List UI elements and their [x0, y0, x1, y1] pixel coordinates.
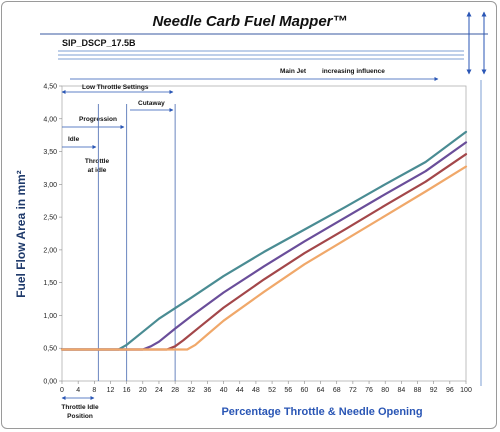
x-tick-label: 12: [107, 387, 115, 394]
x-tick-label: 16: [123, 387, 131, 394]
x-tick-label: 20: [139, 387, 147, 394]
x-tick-label: 4: [76, 387, 80, 394]
y-axis-title: Fuel Flow Area in mm²: [14, 170, 28, 298]
throttle-idle-position-label-1: Throttle Idle: [61, 404, 99, 411]
plot-area: [61, 85, 467, 382]
y-tick-label: 1,50: [43, 280, 57, 287]
y-tick-label: 4,50: [43, 84, 57, 91]
x-tick-label: 76: [365, 387, 373, 394]
main-jet-label: Main Jet: [280, 68, 307, 75]
x-tick-label: 52: [268, 387, 276, 394]
x-tick-label: 56: [284, 387, 292, 394]
x-tick-label: 44: [236, 387, 244, 394]
x-axis-title: Percentage Throttle & Needle Opening: [221, 406, 422, 418]
x-tick-label: 96: [446, 387, 454, 394]
x-tick-label: 64: [317, 387, 325, 394]
y-tick-label: 3,00: [43, 182, 57, 189]
x-tick-label: 8: [92, 387, 96, 394]
x-tick-label: 60: [301, 387, 309, 394]
x-tick-label: 0: [60, 387, 64, 394]
x-tick-label: 28: [171, 387, 179, 394]
y-axis: 0,00 0,50 1,00 1,50 2,00 2,50 3,00 3,50 4,00 4,50: [43, 84, 62, 386]
x-tick-label: 48: [252, 387, 260, 394]
x-tick-label: 40: [220, 387, 228, 394]
series-line-4: [60, 165, 468, 351]
x-tick-label: 80: [381, 387, 389, 394]
y-tick-label: 0,00: [43, 379, 57, 386]
idle-label: Idle: [68, 136, 80, 143]
x-tick-label: 32: [187, 387, 195, 394]
throttle-idle-position-label-2: Position: [67, 413, 93, 420]
x-tick-label: 88: [414, 387, 422, 394]
x-tick-label: 92: [430, 387, 438, 394]
series-line-3: [60, 153, 468, 351]
y-tick-label: 2,50: [43, 215, 57, 222]
cutaway-label: Cutaway: [138, 100, 165, 107]
throttle-at-idle-label-1: Throttle: [85, 158, 110, 165]
y-tick-label: 3,50: [43, 149, 57, 156]
y-tick-label: 4,00: [43, 116, 57, 123]
x-tick-label: 68: [333, 387, 341, 394]
y-tick-label: 2,00: [43, 247, 57, 254]
series-line-2: [60, 141, 468, 351]
series-line-1: [60, 130, 468, 351]
y-tick-label: 1,00: [43, 313, 57, 320]
x-tick-label: 72: [349, 387, 357, 394]
throttle-at-idle-label-2: at idle: [88, 167, 107, 174]
x-tick-label: 36: [204, 387, 212, 394]
series-group: [60, 130, 468, 351]
chart-title: Needle Carb Fuel Mapper™: [152, 13, 347, 30]
x-axis: 0 4 8 12 16 20 24 28 32 36 40 44 48 52 56 60 64 68 72 76 80 8…: [60, 381, 472, 394]
low-throttle-label: Low Throttle Settings: [82, 84, 149, 91]
increasing-influence-label: increasing influence: [322, 68, 385, 75]
x-tick-label: 100: [460, 387, 472, 394]
x-tick-label: 84: [397, 387, 405, 394]
reference-lines: [97, 104, 176, 381]
y-tick-label: 0,50: [43, 346, 57, 353]
chart-subtitle: SIP_DSCP_17.5B: [62, 38, 136, 48]
x-tick-label: 24: [155, 387, 163, 394]
